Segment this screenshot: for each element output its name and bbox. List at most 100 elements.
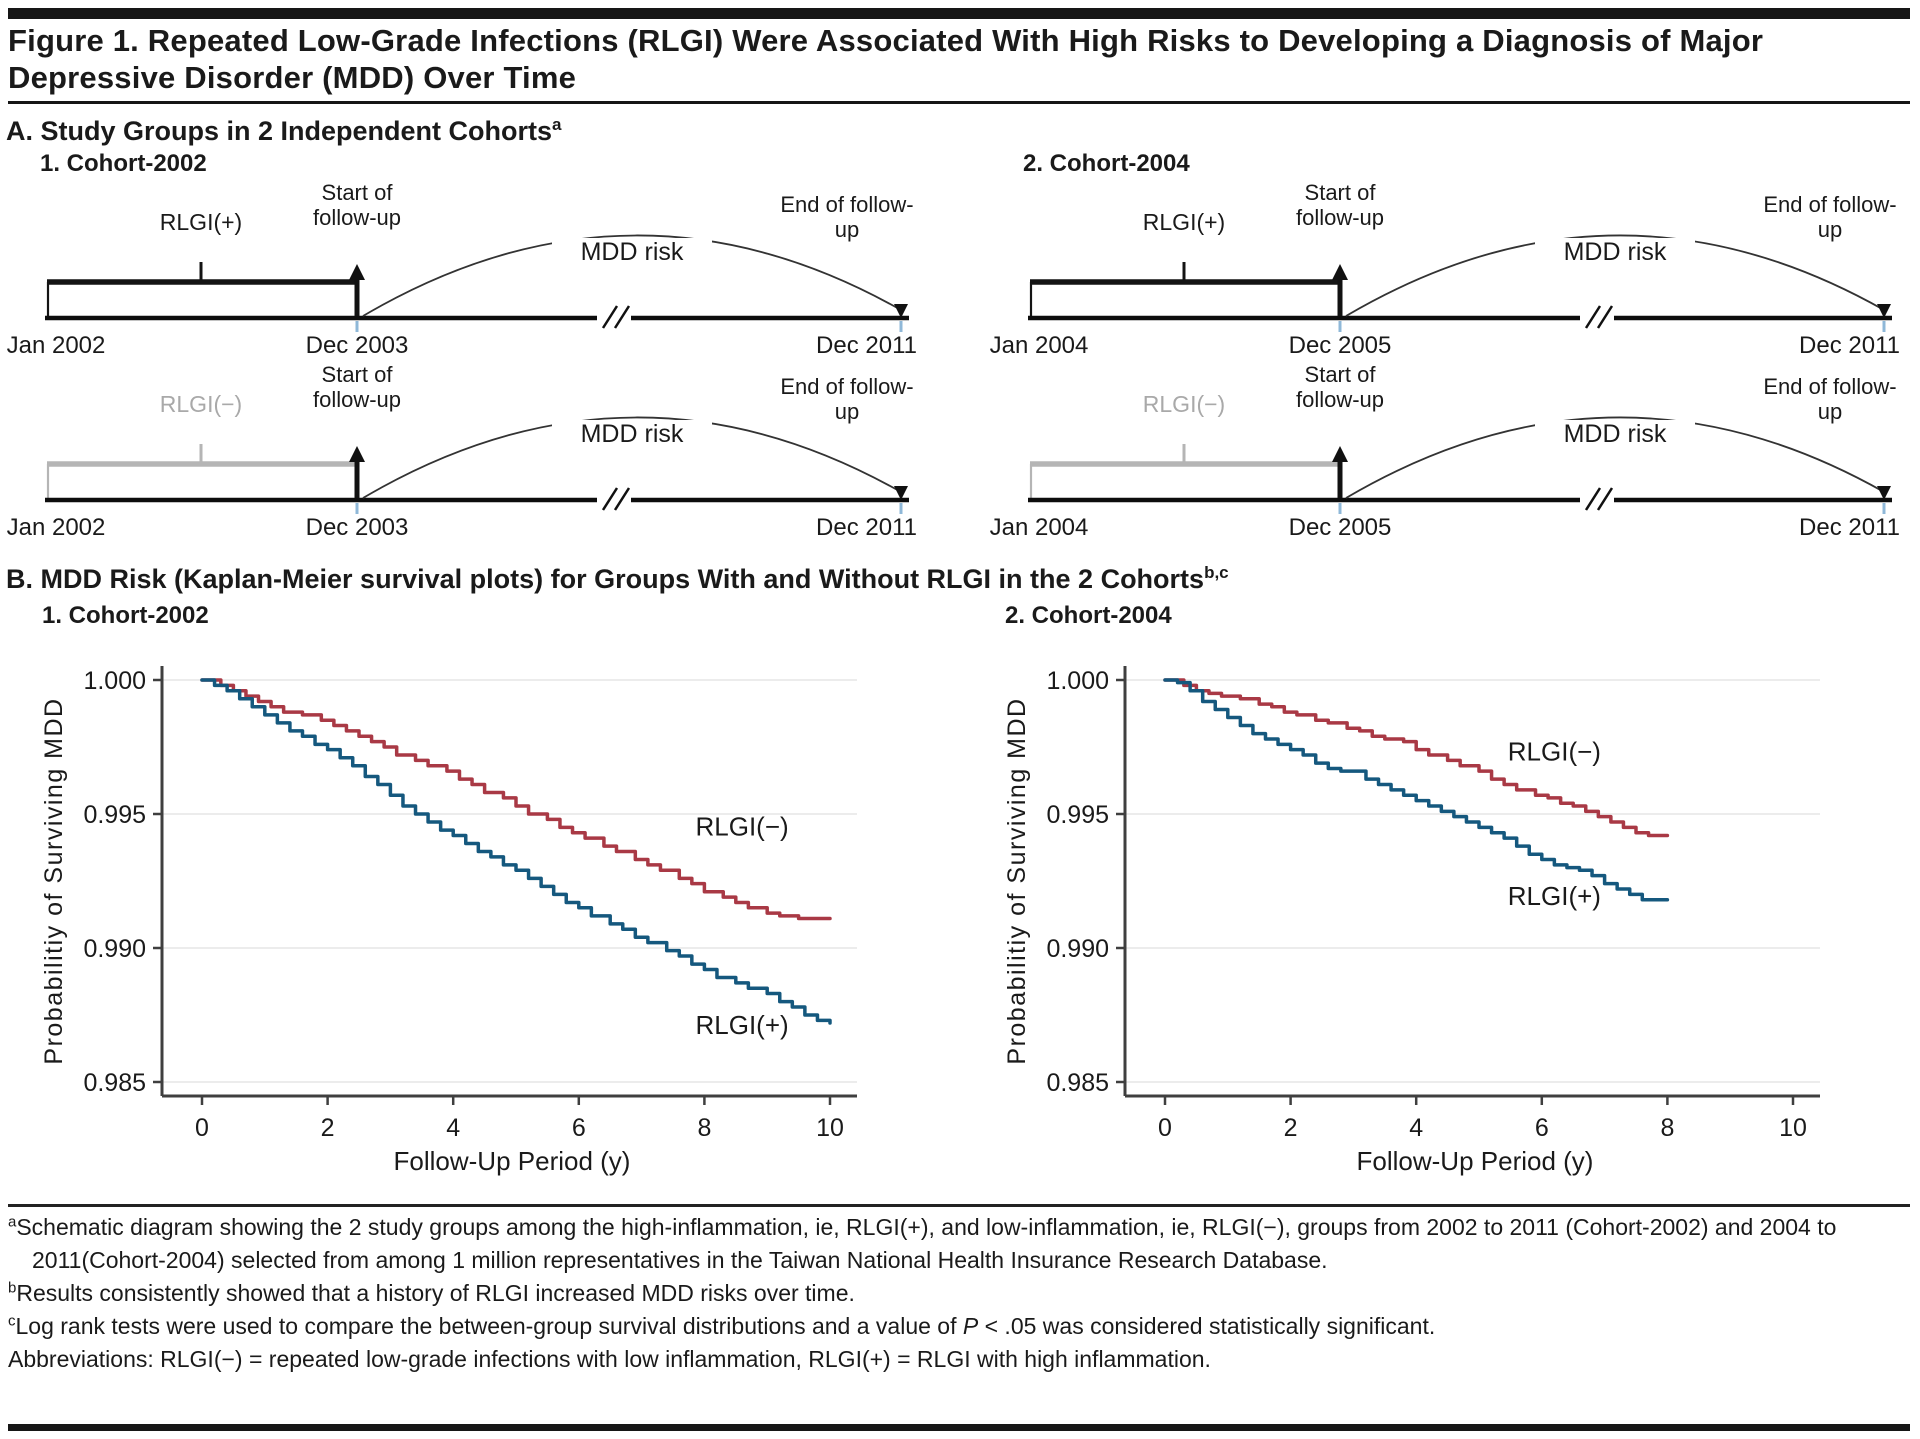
footnote-c-text-post: < .05 was considered statistically signi…	[978, 1313, 1436, 1339]
timeline-graphic	[45, 234, 909, 332]
mdd-risk-arc	[362, 416, 902, 499]
km-chart-title: 2. Cohort-2004	[1005, 602, 1172, 629]
panel-b-heading-superscript: b,c	[1204, 563, 1229, 582]
followup-start-arrowhead	[1332, 446, 1348, 462]
survival-curve-rlgi-neg	[200, 678, 832, 921]
title-divider	[8, 101, 1910, 104]
tick-labels: 1.000 0.995 0.990 0.985 0 2 4 6 8 10	[83, 667, 843, 1142]
tick-labels: 1.000 0.995 0.990 0.985 0 2 4 6 8 10	[1046, 667, 1806, 1142]
panel-a-heading: A. Study Groups in 2 Independent Cohorts…	[6, 115, 561, 147]
x-tick-label: 8	[697, 1114, 711, 1142]
mdd-risk-label: MDD risk	[552, 420, 712, 448]
timeline-date-followup: Dec 2005	[1288, 514, 1392, 541]
footnote-abbreviations-text: Abbreviations: RLGI(−) = repeated low-gr…	[8, 1346, 1211, 1372]
timeline-date-start: Jan 2002	[6, 514, 106, 541]
x-tick-label: 8	[1660, 1114, 1674, 1142]
mdd-risk-label: MDD risk	[552, 238, 712, 266]
timeline-cohort2004-rlgi-pos: RLGI(+) Start of follow-up MDD risk End …	[990, 180, 1900, 374]
axes	[153, 666, 857, 1105]
cohort-2002-schematic: 1. Cohort-2002 RLGI(+) Sta	[7, 150, 917, 556]
timeline-date-end: Dec 2011	[816, 332, 917, 359]
mdd-risk-label: MDD risk	[1535, 238, 1695, 266]
timeline-cohort2004-rlgi-neg: RLGI(−) Start of follow-up MDD risk End …	[990, 362, 1900, 556]
survival-curve-rlgi-neg	[1163, 678, 1670, 838]
bottom-rule-bar	[8, 1424, 1910, 1431]
survival-curve-rlgi-pos	[1163, 678, 1670, 902]
end-of-followup-label: End of follow-up	[1763, 192, 1897, 242]
axis-break-marks	[1584, 305, 1614, 329]
timeline-date-end: Dec 2011	[1799, 514, 1900, 541]
x-tick-label: 4	[446, 1114, 460, 1142]
km-chart-cohort2004: 2. Cohort-2004 1.000 0.995 0.990 0.985 0 2 4 6 8…	[975, 602, 1860, 1178]
curve-label: RLGI(+)	[695, 1010, 788, 1040]
x-tick-label: 2	[321, 1114, 335, 1142]
cohort-2004-schematic: 2. Cohort-2004 RLGI(+) Sta	[990, 150, 1900, 556]
timeline-date-end: Dec 2011	[816, 514, 917, 541]
survival-curves	[200, 678, 832, 1025]
arc-arrowhead-down	[1877, 304, 1891, 318]
curve-label: RLGI(−)	[695, 811, 788, 841]
y-tick-label: 1.000	[1046, 667, 1109, 695]
top-rule-bar	[8, 8, 1910, 19]
arc-arrowhead-down	[1877, 486, 1891, 500]
timeline-date-end: Dec 2011	[1799, 332, 1900, 359]
timeline-graphic	[1028, 234, 1892, 332]
footnote-b: bResults consistently showed that a hist…	[8, 1277, 1903, 1310]
x-tick-label: 6	[1535, 1114, 1549, 1142]
axis-break-marks	[1584, 487, 1614, 511]
start-of-followup-label: Start of follow-up	[312, 180, 402, 230]
figure-title: Figure 1. Repeated Low-Grade Infections …	[8, 23, 1764, 95]
timeline-cohort2002-rlgi-neg: RLGI(−) Start of follow-up MDD risk End …	[7, 362, 917, 556]
x-axis-label: Follow-Up Period (y)	[1357, 1146, 1594, 1176]
series-labels: RLGI(−) RLGI(+)	[1508, 736, 1601, 911]
y-tick-label: 0.995	[83, 801, 146, 829]
series-labels: RLGI(−) RLGI(+)	[695, 811, 788, 1039]
timeline-cohort2002-rlgi-pos: RLGI(+) Start of follow-up MDD risk End …	[7, 180, 917, 374]
end-of-followup-label: End of follow-up	[780, 192, 914, 242]
curve-label: RLGI(+)	[1508, 881, 1601, 911]
timeline-graphic	[45, 416, 909, 514]
mdd-risk-arc	[362, 234, 902, 317]
timeline-date-start: Jan 2004	[989, 514, 1089, 541]
x-axis-label: Follow-Up Period (y)	[394, 1146, 631, 1176]
x-tick-label: 10	[1779, 1114, 1807, 1142]
followup-start-arrowhead	[1332, 264, 1348, 280]
panel-a-heading-text: A. Study Groups in 2 Independent Cohorts	[6, 116, 553, 146]
km-chart-title: 1. Cohort-2002	[42, 602, 209, 629]
start-of-followup-label: Start of follow-up	[1295, 362, 1385, 412]
gridlines	[1125, 679, 1820, 1083]
y-tick-label: 0.990	[1046, 935, 1109, 963]
footnote-abbreviations: Abbreviations: RLGI(−) = repeated low-gr…	[8, 1343, 1903, 1376]
y-tick-label: 1.000	[83, 667, 146, 695]
x-tick-label: 0	[195, 1114, 209, 1142]
group-label-rlgi-pos: RLGI(+)	[159, 209, 243, 235]
cohort-2004-title: 2. Cohort-2004	[1023, 150, 1190, 177]
axes	[1116, 666, 1820, 1105]
followup-start-arrowhead	[349, 264, 365, 280]
km-chart-cohort2002: 1. Cohort-2002 1.000 0.995 0.990 0.985 0 2 4 6 8…	[12, 602, 897, 1178]
footnote-c-pvalue-symbol: P	[962, 1313, 979, 1339]
y-axis-label: Probabilitiy of Surviving MDD	[40, 697, 68, 1064]
mdd-risk-arc	[1345, 234, 1885, 317]
y-tick-label: 0.985	[1046, 1069, 1109, 1097]
start-of-followup-label: Start of follow-up	[1295, 180, 1385, 230]
curve-label: RLGI(−)	[1508, 736, 1601, 766]
survival-curves	[1163, 678, 1670, 902]
end-of-followup-label: End of follow-up	[780, 374, 914, 424]
timeline-date-start: Jan 2004	[989, 332, 1089, 359]
timeline-date-followup: Dec 2003	[305, 514, 409, 541]
x-tick-label: 6	[572, 1114, 586, 1142]
arc-arrowhead-down	[894, 304, 908, 318]
end-of-followup-label: End of follow-up	[1763, 374, 1897, 424]
axis-break-marks	[601, 305, 631, 329]
mdd-risk-label: MDD risk	[1535, 420, 1695, 448]
panel-b-heading-text: B. MDD Risk (Kaplan-Meier survival plots…	[6, 564, 1205, 594]
mdd-risk-arc	[1345, 416, 1885, 499]
x-tick-label: 0	[1158, 1114, 1172, 1142]
footnote-c-text-pre: Log rank tests were used to compare the …	[15, 1313, 963, 1339]
cohort-2002-title: 1. Cohort-2002	[40, 150, 207, 177]
panel-b: 1. Cohort-2002 1.000 0.995 0.990 0.985 0 2 4 6 8…	[12, 602, 1860, 1178]
